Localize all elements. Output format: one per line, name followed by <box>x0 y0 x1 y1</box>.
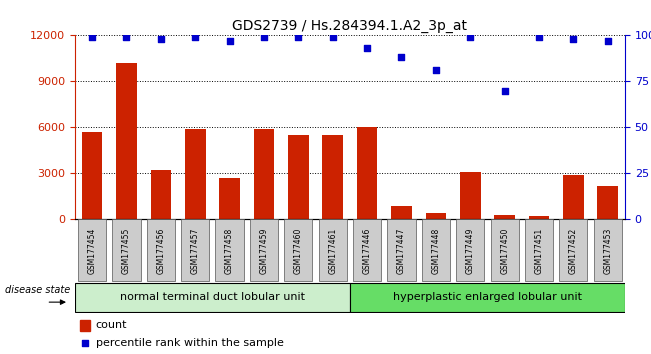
Text: GSM177454: GSM177454 <box>87 227 96 274</box>
FancyBboxPatch shape <box>387 219 415 281</box>
Point <box>534 34 544 40</box>
FancyBboxPatch shape <box>491 219 519 281</box>
Text: disease state: disease state <box>5 285 70 295</box>
Text: hyperplastic enlarged lobular unit: hyperplastic enlarged lobular unit <box>393 292 582 302</box>
Point <box>396 55 407 60</box>
Title: GDS2739 / Hs.284394.1.A2_3p_at: GDS2739 / Hs.284394.1.A2_3p_at <box>232 19 467 33</box>
Bar <box>563 175 584 219</box>
Text: GSM177453: GSM177453 <box>603 227 613 274</box>
Text: GSM177455: GSM177455 <box>122 227 131 274</box>
Point <box>87 34 97 40</box>
Bar <box>185 129 206 219</box>
FancyBboxPatch shape <box>250 219 278 281</box>
Text: GSM177447: GSM177447 <box>397 227 406 274</box>
FancyBboxPatch shape <box>215 219 243 281</box>
FancyBboxPatch shape <box>350 283 625 312</box>
Point <box>431 68 441 73</box>
FancyBboxPatch shape <box>78 219 106 281</box>
Text: GSM177450: GSM177450 <box>500 227 509 274</box>
Bar <box>254 129 274 219</box>
Point <box>293 34 303 40</box>
Text: count: count <box>96 320 127 330</box>
Point <box>258 34 269 40</box>
Text: GSM177457: GSM177457 <box>191 227 200 274</box>
Bar <box>82 132 102 219</box>
Point <box>190 34 201 40</box>
FancyBboxPatch shape <box>113 219 141 281</box>
Bar <box>529 216 549 219</box>
Text: GSM177460: GSM177460 <box>294 227 303 274</box>
Point <box>225 38 235 44</box>
FancyBboxPatch shape <box>422 219 450 281</box>
Point <box>362 45 372 51</box>
FancyBboxPatch shape <box>146 219 175 281</box>
FancyBboxPatch shape <box>284 219 312 281</box>
Text: GSM177456: GSM177456 <box>156 227 165 274</box>
Bar <box>391 206 412 219</box>
Bar <box>426 213 446 219</box>
Bar <box>598 186 618 219</box>
FancyBboxPatch shape <box>75 283 350 312</box>
Bar <box>80 320 90 331</box>
FancyBboxPatch shape <box>525 219 553 281</box>
Text: GSM177459: GSM177459 <box>260 227 268 274</box>
FancyBboxPatch shape <box>353 219 381 281</box>
Text: GSM177452: GSM177452 <box>569 227 578 274</box>
Point <box>568 36 579 42</box>
Text: GSM177451: GSM177451 <box>534 227 544 274</box>
Text: normal terminal duct lobular unit: normal terminal duct lobular unit <box>120 292 305 302</box>
Bar <box>288 135 309 219</box>
Point <box>327 34 338 40</box>
Bar <box>150 170 171 219</box>
Point <box>465 34 475 40</box>
Bar <box>116 63 137 219</box>
Bar <box>494 215 515 219</box>
Bar <box>460 172 480 219</box>
FancyBboxPatch shape <box>559 219 587 281</box>
Bar <box>219 178 240 219</box>
FancyBboxPatch shape <box>181 219 209 281</box>
Point <box>603 38 613 44</box>
Text: GSM177458: GSM177458 <box>225 227 234 274</box>
Point <box>121 34 132 40</box>
Text: GSM177449: GSM177449 <box>465 227 475 274</box>
Point <box>156 36 166 42</box>
Bar <box>357 127 378 219</box>
Text: percentile rank within the sample: percentile rank within the sample <box>96 338 284 348</box>
Bar <box>322 135 343 219</box>
Point <box>80 340 90 346</box>
Text: GSM177461: GSM177461 <box>328 227 337 274</box>
Point <box>499 88 510 93</box>
Text: GSM177446: GSM177446 <box>363 227 372 274</box>
Text: GSM177448: GSM177448 <box>432 227 440 274</box>
FancyBboxPatch shape <box>456 219 484 281</box>
FancyBboxPatch shape <box>318 219 347 281</box>
FancyBboxPatch shape <box>594 219 622 281</box>
